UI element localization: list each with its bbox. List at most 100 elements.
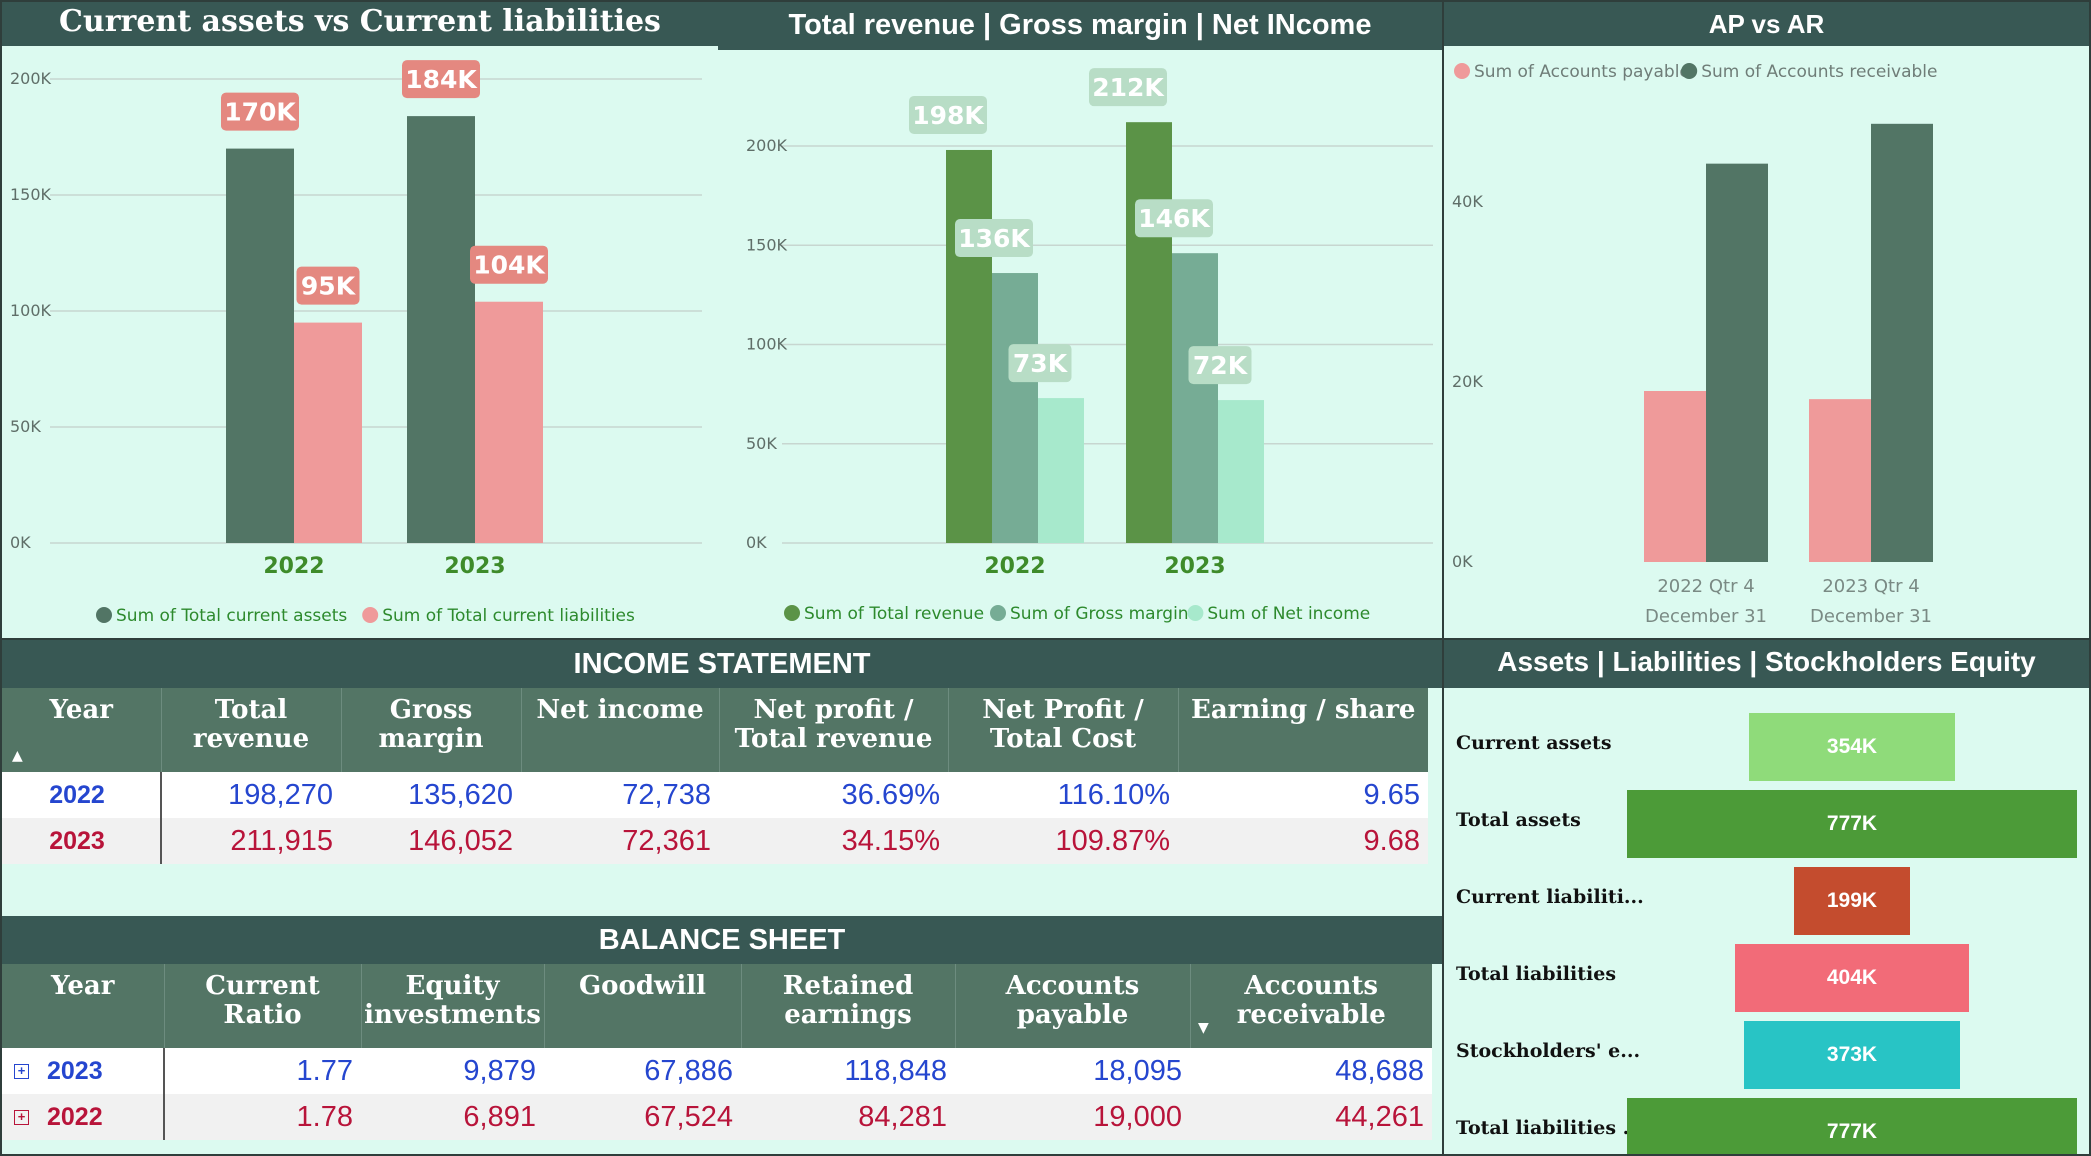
y-tick-label: 0K [10, 533, 31, 552]
col-header-retained-earnings[interactable]: Retained earnings [741, 964, 956, 1048]
funnel-title: Assets | Liabilities | Stockholders Equi… [1444, 640, 2089, 688]
x-tick-sublabel: December 31 [1810, 606, 1932, 627]
x-tick-label: 2022 [984, 554, 1045, 579]
funnel-row: Current liabiliti... 199K [1444, 862, 2084, 935]
x-tick-label: 2023 [1164, 554, 1225, 579]
table-row: +2023 1.77 9,879 67,886 118,848 18,095 4… [2, 1048, 1432, 1094]
legend-marker [1454, 63, 1470, 79]
cell-year: +2023 [2, 1048, 165, 1094]
data-label-box [1188, 346, 1252, 385]
col-header-current-ratio[interactable]: Current Ratio [164, 964, 362, 1048]
income-statement-title: INCOME STATEMENT [2, 640, 1442, 688]
balance-sheet-panel: BALANCE SHEET Year Current Ratio Equity … [2, 914, 1442, 1154]
bar-sum-of-total-current-liabilities-2023 [475, 301, 543, 543]
cell-year: 2022 [2, 772, 162, 818]
bar-sum-of-net-income-2023 [1218, 400, 1264, 543]
data-label-box [221, 92, 299, 131]
cell: 116.10% [948, 772, 1178, 818]
data-label-box [1008, 344, 1072, 383]
y-tick-label: 50K [746, 434, 777, 453]
cell: 109.87% [948, 818, 1178, 864]
ap-vs-ar-chart-panel: AP vs AR 2022 Qtr 4 December 31 2023 Qtr 4… [1444, 2, 2089, 638]
sort-ascending-icon[interactable]: ▲ [12, 748, 23, 764]
current-assets-chart-panel: Current assets vs Current liabilities 0K… [2, 2, 718, 638]
funnel-row: Total liabilities 404K [1444, 939, 2084, 1012]
cell: 72,738 [521, 772, 719, 818]
col-header-accounts-payable[interactable]: Accounts payable [955, 964, 1191, 1048]
chart-title: Total revenue | Gross margin | Net INcom… [718, 2, 1442, 50]
col-header-net-income[interactable]: Net income [521, 688, 720, 772]
expand-icon[interactable]: + [14, 1064, 29, 1080]
cell: 9.68 [1178, 818, 1428, 864]
legend-entry: Sum of Accounts payable [1474, 62, 1690, 82]
funnel-row: Stockholders' e... 373K [1444, 1016, 2084, 1089]
col-header-year[interactable]: Year [2, 688, 162, 772]
col-header-accounts-receivable[interactable]: Accounts receivable [1190, 964, 1432, 1048]
data-label: 170K [224, 98, 297, 127]
bar-sum-of-accounts-payable-2022-qtr-4 [1644, 391, 1706, 562]
funnel-bar-stockholders-e[interactable]: 373K [1743, 1021, 1960, 1089]
legend-marker [1187, 605, 1204, 621]
legend-marker [96, 607, 112, 623]
data-label: 95K [301, 272, 357, 301]
bar-sum-of-total-current-liabilities-2022 [294, 322, 362, 543]
cell: 67,886 [544, 1048, 741, 1094]
data-label: 212K [1092, 73, 1165, 102]
legend-entry: Sum of Accounts receivable [1701, 62, 1937, 82]
data-label: 72K [1193, 351, 1249, 380]
col-header-goodwill[interactable]: Goodwill [544, 964, 742, 1048]
current-assets-vs-liabilities-chart: 0K 50K 100K 150K 200K 170K 95K 2022 184K 104K 2023… [10, 60, 702, 626]
col-header-earning-share[interactable]: Earning / share [1178, 688, 1428, 772]
legend-entry: Sum of Total revenue [804, 604, 984, 624]
cell: 48,688 [1190, 1048, 1432, 1094]
x-tick-label: 2022 Qtr 4 [1657, 576, 1754, 597]
data-label: 184K [405, 65, 478, 94]
x-tick-label: 2023 [444, 554, 505, 579]
cell: 19,000 [955, 1094, 1190, 1140]
col-header-total-revenue[interactable]: Total revenue [161, 688, 342, 772]
cell: 146,052 [341, 818, 521, 864]
cell: 6,891 [361, 1094, 544, 1140]
legend-entry: Sum of Net income [1207, 604, 1370, 624]
cell: 1.78 [164, 1094, 361, 1140]
data-label-box [1135, 199, 1213, 238]
balance-sheet-title: BALANCE SHEET [2, 916, 1442, 964]
y-tick-label: 0K [1452, 552, 1473, 571]
bar-sum-of-net-income-2022 [1038, 398, 1084, 543]
cell: 34.15% [719, 818, 948, 864]
data-label: 136K [958, 224, 1031, 253]
funnel-row: Total assets 777K [1444, 785, 2084, 858]
funnel-chart: Current assets 354K Total assets 777K Curren… [1444, 688, 2089, 1154]
funnel-bar-current-assets[interactable]: 354K [1749, 713, 1955, 781]
col-header-net-profit-revenue[interactable]: Net profit / Total revenue [719, 688, 949, 772]
cell: 211,915 [161, 818, 341, 864]
y-tick-label: 40K [1452, 192, 1483, 211]
cell: 18,095 [955, 1048, 1190, 1094]
ap-vs-ar-chart: 2022 Qtr 4 December 31 2023 Qtr 4 December … [1452, 62, 1937, 627]
y-tick-label: 100K [10, 301, 52, 320]
bar-sum-of-total-current-assets-2023 [407, 116, 475, 544]
y-tick-label: 100K [746, 335, 788, 354]
cell: 135,620 [341, 772, 521, 818]
data-label: 73K [1013, 349, 1069, 378]
funnel-category-label: Total liabilities [1456, 963, 1617, 985]
year-label: 2023 [47, 1056, 103, 1085]
bar-sum-of-gross-margin-2022 [992, 273, 1038, 543]
bar-sum-of-accounts-payable-2023-qtr-4 [1809, 399, 1871, 562]
col-header-net-profit-cost[interactable]: Net Profit / Total Cost [948, 688, 1179, 772]
funnel-bar-total-assets[interactable]: 777K [1627, 790, 2077, 858]
year-label: 2022 [47, 1102, 103, 1131]
col-header-year[interactable]: Year [2, 964, 165, 1048]
funnel-bar-total-liabilities[interactable]: 404K [1735, 944, 1969, 1012]
expand-icon[interactable]: + [14, 1110, 29, 1126]
funnel-bar-total-liabilities[interactable]: 777K [1627, 1098, 2077, 1154]
data-label-box [296, 266, 360, 305]
sort-descending-icon[interactable]: ▼ [1198, 1020, 1209, 1036]
funnel-category-label: Total assets [1456, 809, 1581, 831]
col-header-equity-investments[interactable]: Equity investments [361, 964, 545, 1048]
data-label-box [909, 95, 987, 134]
col-header-gross-margin[interactable]: Gross margin [341, 688, 522, 772]
funnel-bar-current-liabiliti[interactable]: 199K [1794, 867, 1910, 935]
y-tick-label: 200K [10, 69, 52, 88]
